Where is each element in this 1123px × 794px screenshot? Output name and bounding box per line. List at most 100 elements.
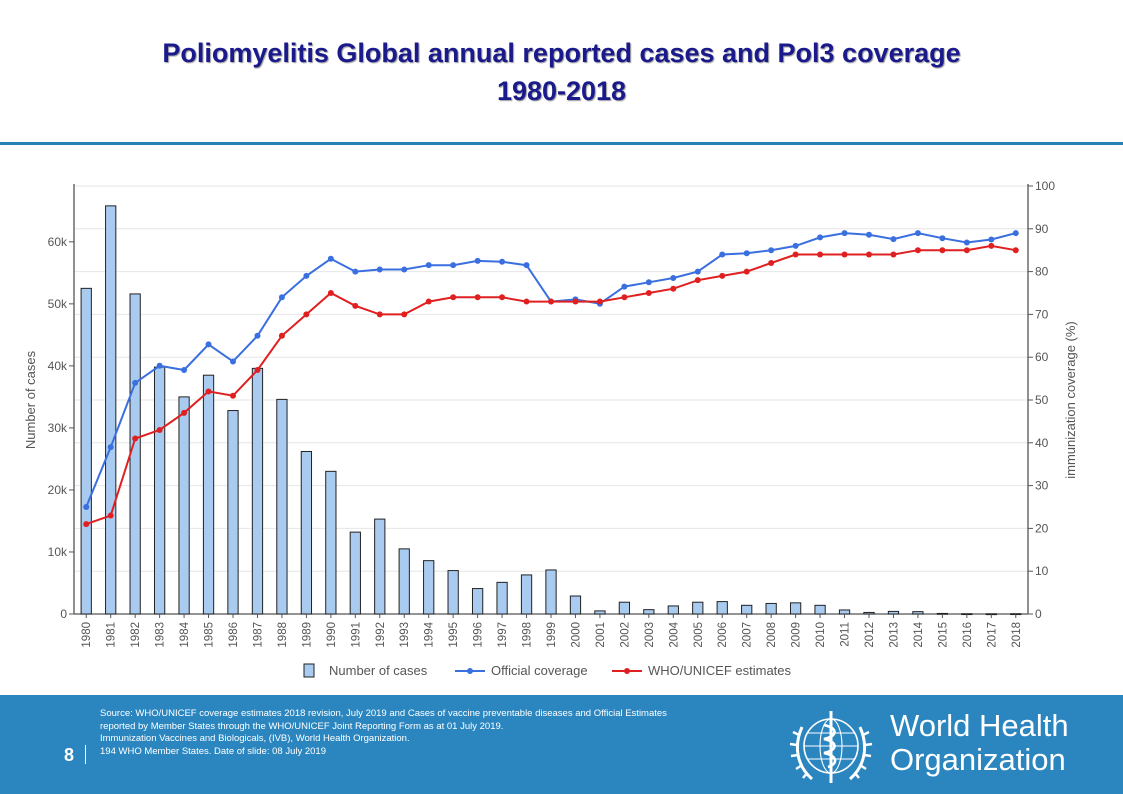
bar-cases xyxy=(520,574,533,615)
official-coverage-point xyxy=(425,262,432,269)
x-tick-label: 1991 xyxy=(350,622,362,648)
bar-cases xyxy=(129,293,141,615)
who-unicef-estimates-point xyxy=(988,242,995,249)
x-tick-label: 2016 xyxy=(962,622,974,648)
right-tick-label: 10 xyxy=(1035,564,1049,578)
left-tick-label: 0 xyxy=(60,607,67,621)
bar-cases xyxy=(374,518,386,615)
legend-swatch-cases xyxy=(303,663,315,678)
bar-cases xyxy=(471,588,484,615)
official-coverage-point xyxy=(499,258,506,265)
who-emblem-icon xyxy=(789,711,873,783)
source-line: reported by Member States through the WH… xyxy=(100,720,504,732)
bar-cases xyxy=(398,548,410,615)
x-tick-label: 2012 xyxy=(864,622,876,648)
who-unicef-estimates-point xyxy=(817,251,824,258)
x-tick-label: 1980 xyxy=(81,622,93,648)
x-tick-label: 1985 xyxy=(204,622,216,648)
who-unicef-estimates-point xyxy=(352,302,359,309)
bar-cases xyxy=(814,604,826,615)
left-tick-label: 40k xyxy=(48,359,68,373)
who-wordmark: World Health Organization xyxy=(890,709,1069,777)
who-unicef-estimates-point xyxy=(1012,247,1019,254)
left-tick-label: 20k xyxy=(48,483,68,497)
x-tick-label: 1999 xyxy=(546,622,558,648)
bar-cases xyxy=(202,374,215,615)
x-tick-label: 1998 xyxy=(522,622,534,648)
bar-cases xyxy=(741,604,753,615)
left-tick-label: 30k xyxy=(48,421,68,435)
bar-cases xyxy=(789,602,802,615)
official-coverage-point xyxy=(352,268,359,275)
official-coverage-point xyxy=(230,358,236,365)
bar-cases xyxy=(496,581,508,615)
who-unicef-estimates-point xyxy=(450,294,457,301)
bar-cases xyxy=(912,611,924,615)
right-tick-label: 20 xyxy=(1035,521,1049,535)
x-tick-label: 2010 xyxy=(815,622,827,648)
who-unicef-estimates-point xyxy=(890,251,897,258)
left-axis-title: Number of cases xyxy=(23,350,38,449)
org-name-line-2: Organization xyxy=(890,742,1066,777)
x-tick-label: 1983 xyxy=(155,622,167,648)
right-tick-label: 50 xyxy=(1035,393,1049,407)
who-unicef-estimates-point xyxy=(205,388,212,395)
who-unicef-estimates-point xyxy=(254,367,261,374)
left-tick-label: 50k xyxy=(48,297,68,311)
official-coverage-point xyxy=(621,283,628,290)
official-coverage-point xyxy=(939,235,946,242)
who-unicef-estimates-point xyxy=(914,247,921,254)
official-coverage-point xyxy=(817,234,824,241)
who-unicef-estimates-point xyxy=(425,298,432,305)
official-coverage-point xyxy=(156,362,163,369)
legend-marker-official xyxy=(467,668,473,674)
who-unicef-estimates-point xyxy=(401,311,408,318)
who-unicef-estimates-point xyxy=(694,277,701,284)
who-unicef-estimates-point xyxy=(645,290,652,296)
who-unicef-estimates-point xyxy=(841,251,848,258)
source-line: Source: WHO/UNICEF coverage estimates 20… xyxy=(100,708,667,719)
official-coverage-point xyxy=(914,230,921,237)
who-unicef-estimates-point xyxy=(499,294,506,301)
who-unicef-estimates-point xyxy=(939,247,946,254)
who-unicef-estimates-point xyxy=(303,311,310,318)
bar-cases xyxy=(545,569,557,615)
slide-title: Poliomyelitis Global annual reported cas… xyxy=(0,34,1123,110)
org-name-line-1: World Health xyxy=(890,708,1069,743)
x-tick-label: 1992 xyxy=(375,622,387,648)
official-coverage-point xyxy=(181,367,188,374)
official-coverage-point xyxy=(474,257,481,264)
official-coverage-point xyxy=(841,230,848,237)
x-tick-label: 2004 xyxy=(668,621,680,647)
official-coverage-point xyxy=(768,247,775,254)
bar-cases xyxy=(153,366,166,615)
x-tick-label: 1981 xyxy=(106,622,118,648)
bar-cases xyxy=(276,398,288,615)
x-tick-label: 2002 xyxy=(619,622,631,648)
title-divider xyxy=(0,142,1123,145)
who-unicef-estimates-point xyxy=(83,521,90,528)
official-coverage-point xyxy=(694,268,701,275)
x-tick-label: 1994 xyxy=(424,621,436,647)
bar-cases xyxy=(227,410,239,615)
who-unicef-estimates-point xyxy=(768,260,775,267)
x-tick-label: 2009 xyxy=(791,622,803,648)
x-tick-label: 1984 xyxy=(179,621,191,647)
bar-cases xyxy=(887,610,900,615)
x-tick-label: 1986 xyxy=(228,622,240,648)
who-unicef-estimates-point xyxy=(327,290,334,296)
bar-cases xyxy=(863,611,875,615)
bar-cases xyxy=(716,601,728,615)
footer-bar: Source: WHO/UNICEF coverage estimates 20… xyxy=(0,695,1123,794)
slide-number-divider xyxy=(85,745,86,764)
right-tick-label: 40 xyxy=(1035,436,1049,450)
official-coverage-point xyxy=(205,341,212,348)
x-tick-label: 2003 xyxy=(644,622,656,648)
who-unicef-estimates-point xyxy=(548,298,554,305)
x-tick-label: 2000 xyxy=(570,622,582,648)
x-tick-label: 2006 xyxy=(717,622,729,648)
who-unicef-estimates-line xyxy=(85,244,1016,526)
official-coverage-point xyxy=(327,255,334,262)
x-tick-label: 1988 xyxy=(277,622,289,648)
bar-cases xyxy=(105,205,117,615)
